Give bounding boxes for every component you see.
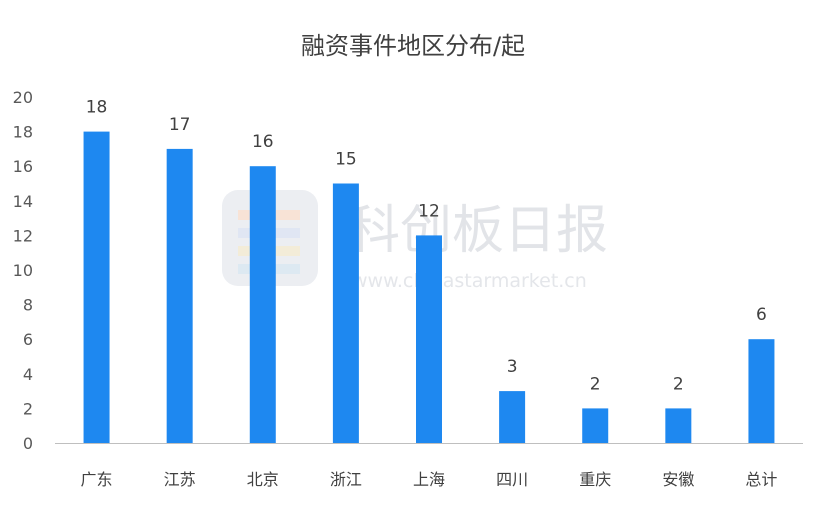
- category-label: 上海: [413, 470, 445, 489]
- data-label: 2: [673, 374, 684, 394]
- data-label: 6: [756, 305, 767, 325]
- category-label: 重庆: [579, 470, 611, 489]
- bars: [83, 131, 775, 443]
- y-tick-label: 0: [23, 434, 33, 453]
- data-label: 17: [169, 115, 191, 135]
- bar-6: [499, 391, 526, 443]
- y-tick-label: 20: [13, 88, 33, 107]
- bar-9: [748, 339, 775, 443]
- category-label: 江苏: [164, 470, 196, 489]
- y-tick-label: 8: [23, 296, 33, 315]
- bar-3: [249, 166, 276, 443]
- data-labels: 18 17 16 15 12 3 2 2 6: [86, 98, 767, 395]
- data-label: 15: [335, 150, 357, 170]
- y-tick-label: 18: [13, 123, 33, 142]
- chart-title: 融资事件地区分布/起: [301, 32, 525, 60]
- category-label: 广东: [81, 470, 113, 489]
- bar-2: [166, 148, 193, 443]
- bar-4: [332, 183, 359, 443]
- category-label: 北京: [247, 470, 279, 489]
- data-label: 3: [507, 357, 518, 377]
- category-label: 安徽: [662, 470, 694, 489]
- category-label: 浙江: [330, 470, 362, 489]
- y-axis: 0 2 4 6 8 10 12 14 16 18 20: [13, 88, 33, 453]
- y-tick-label: 2: [23, 399, 33, 418]
- data-label: 16: [252, 132, 274, 152]
- y-tick-label: 14: [13, 192, 33, 211]
- bar-5: [416, 235, 442, 443]
- bar-7: [582, 408, 609, 443]
- y-tick-label: 10: [13, 261, 33, 280]
- watermark-brand: 科创板日报: [348, 201, 608, 261]
- bar-8: [665, 408, 692, 443]
- y-tick-label: 6: [23, 330, 33, 349]
- x-axis: 广东 江苏 北京 浙江 上海 四川 重庆 安徽 总计: [81, 470, 778, 489]
- watermark: 科创板日报 www.chinastarmarket.cn: [222, 190, 608, 292]
- y-tick-label: 4: [23, 365, 33, 384]
- y-tick-label: 16: [13, 157, 33, 176]
- y-tick-label: 12: [13, 226, 33, 245]
- bar-1: [83, 131, 110, 443]
- data-label: 2: [590, 374, 601, 394]
- data-label: 12: [418, 201, 440, 221]
- watermark-url: www.chinastarmarket.cn: [352, 270, 587, 292]
- category-label: 总计: [745, 470, 777, 489]
- data-label: 18: [86, 98, 108, 118]
- category-label: 四川: [496, 470, 528, 489]
